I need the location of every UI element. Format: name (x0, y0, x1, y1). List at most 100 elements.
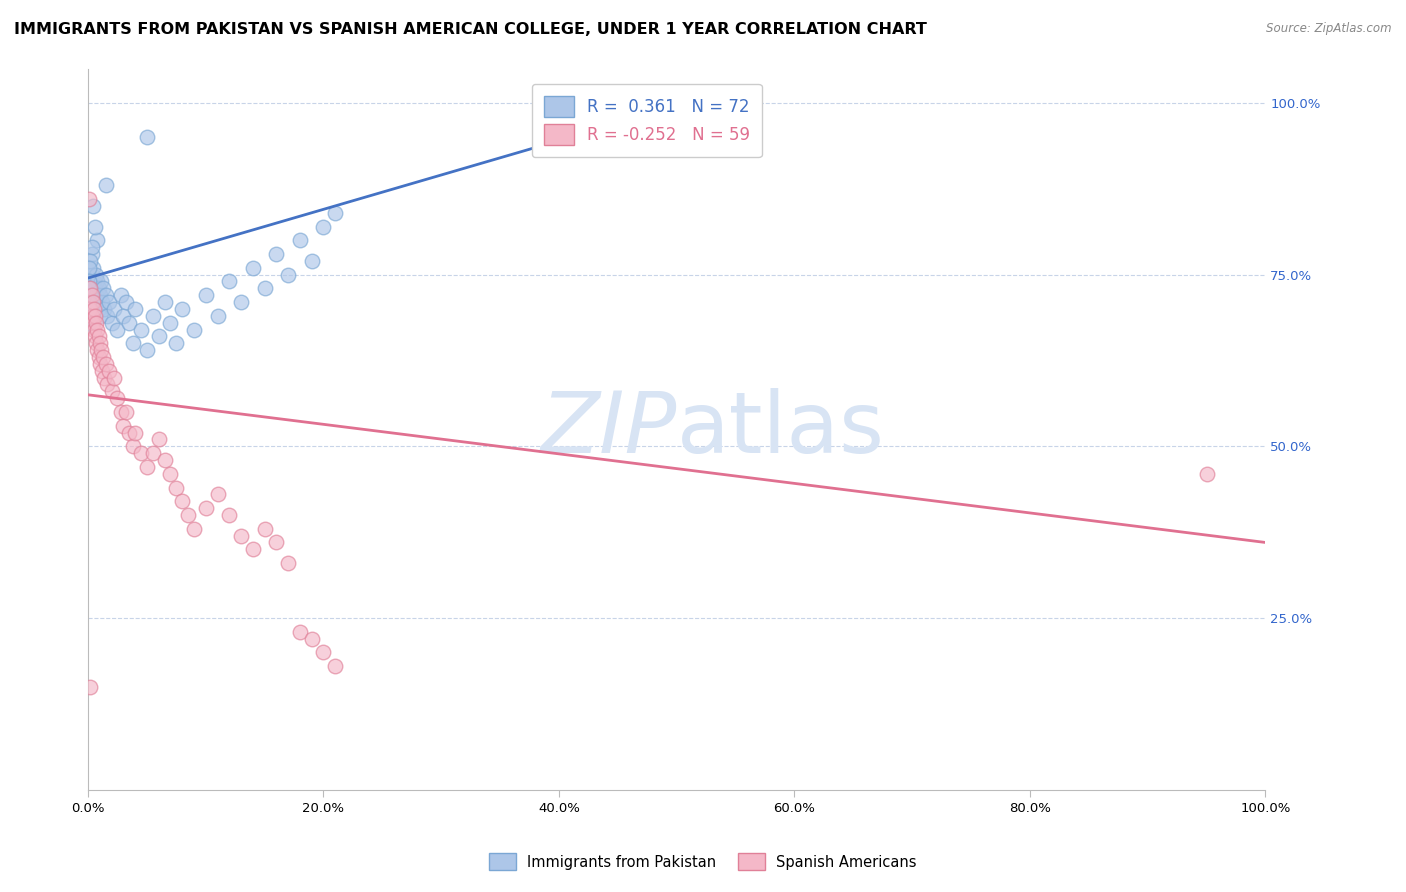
Point (207, 487, 229, 501)
Point (91, 295, 114, 310)
Text: ZIP: ZIP (540, 388, 676, 471)
Point (86, 322, 108, 336)
Point (87, 350, 110, 364)
Point (94, 357, 117, 371)
Point (142, 309, 165, 323)
Point (103, 370, 125, 384)
Point (84, 301, 107, 316)
Point (82, 295, 104, 310)
Point (1195, 467, 1218, 481)
Point (229, 295, 252, 310)
Point (86, 233, 108, 247)
Point (153, 453, 176, 467)
Point (103, 301, 125, 316)
Point (87, 301, 110, 316)
Point (84, 268, 107, 282)
Point (165, 336, 187, 351)
Point (312, 219, 335, 234)
Point (207, 309, 229, 323)
Point (80, 268, 103, 282)
Point (79, 295, 101, 310)
Point (135, 130, 157, 145)
Point (110, 405, 132, 419)
Point (91, 281, 114, 295)
Point (183, 522, 205, 536)
Point (121, 336, 143, 351)
Point (79, 301, 101, 316)
Point (84, 288, 107, 302)
Point (84, 329, 107, 343)
Point (177, 508, 200, 522)
Point (107, 391, 129, 405)
Text: atlas: atlas (676, 388, 884, 471)
Point (253, 522, 276, 536)
Point (266, 535, 288, 549)
Legend: R =  0.361   N = 72, R = -0.252   N = 59: R = 0.361 N = 72, R = -0.252 N = 59 (531, 84, 762, 157)
Point (96, 309, 118, 323)
Point (183, 322, 205, 336)
Point (159, 467, 181, 481)
Point (266, 247, 288, 261)
Point (94, 288, 117, 302)
Point (100, 384, 122, 399)
Point (121, 439, 143, 453)
Point (93, 301, 115, 316)
Point (89, 288, 111, 302)
Point (118, 316, 141, 330)
Point (93, 370, 115, 384)
Point (129, 446, 152, 460)
Point (84, 336, 107, 351)
Point (91, 364, 114, 378)
Point (83, 322, 105, 336)
Point (80, 288, 103, 302)
Point (77, 260, 100, 275)
Point (79, 281, 101, 295)
Point (148, 329, 170, 343)
Point (98, 295, 121, 310)
Point (84, 316, 107, 330)
Point (83, 275, 105, 289)
Point (323, 659, 346, 673)
Point (277, 268, 299, 282)
Point (86, 343, 108, 358)
Point (135, 459, 157, 474)
Point (79, 680, 101, 694)
Point (80, 309, 103, 323)
Point (89, 336, 111, 351)
Point (323, 206, 346, 220)
Point (153, 295, 176, 310)
Point (89, 309, 111, 323)
Point (84, 281, 107, 295)
Point (194, 501, 217, 516)
Point (229, 528, 252, 542)
Point (83, 295, 105, 310)
Point (135, 343, 157, 358)
Point (90, 275, 112, 289)
Point (89, 357, 111, 371)
Point (107, 322, 129, 336)
Point (91, 350, 114, 364)
Point (83, 301, 105, 316)
Point (172, 301, 194, 316)
Point (110, 288, 132, 302)
Point (84, 309, 107, 323)
Point (114, 295, 136, 310)
Point (112, 418, 135, 433)
Point (118, 425, 141, 440)
Point (82, 288, 104, 302)
Text: Source: ZipAtlas.com: Source: ZipAtlas.com (1267, 22, 1392, 36)
Point (94, 178, 117, 193)
Point (124, 425, 146, 440)
Point (288, 233, 311, 247)
Point (82, 260, 104, 275)
Point (80, 247, 103, 261)
Point (98, 364, 121, 378)
Point (77, 281, 100, 295)
Point (87, 281, 110, 295)
Point (242, 260, 264, 275)
Point (218, 508, 240, 522)
Point (172, 494, 194, 508)
Point (301, 632, 323, 646)
Point (242, 542, 264, 557)
Point (288, 624, 311, 639)
